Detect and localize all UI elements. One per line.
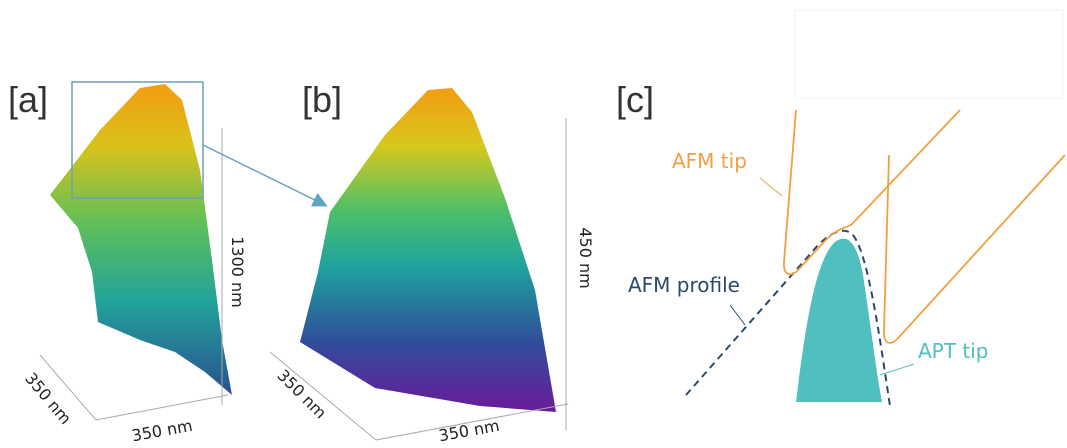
panel-label: [c] (616, 79, 654, 120)
afm-tip (783, 109, 961, 276)
annotation: AFM profile (628, 273, 740, 297)
axis-label: 1300 nm (228, 236, 247, 308)
panel-label: [b] (302, 79, 342, 120)
panel-c: [c] AFM tip AFM profile APT tip (616, 9, 1066, 407)
apt-tip (796, 238, 882, 402)
afm-profile (685, 229, 891, 407)
axis-label: 450 nm (576, 227, 595, 288)
inset-box (794, 9, 1064, 99)
annotation: AFM tip (672, 149, 747, 173)
axis-line (269, 351, 569, 441)
afm-surface (300, 88, 556, 412)
axis-label: 350 nm (437, 416, 501, 445)
panel-label: [a] (8, 79, 48, 120)
leader (759, 177, 783, 197)
zoom-box (71, 81, 204, 199)
leader (879, 363, 915, 376)
annotation: APT tip (918, 339, 988, 363)
afm-surface (50, 84, 232, 395)
panel-a: [a] 1300 nm 350 nm 350 nm (8, 79, 328, 445)
leader (729, 304, 746, 326)
axis-label: 350 nm (130, 416, 194, 445)
panel-b: [b] 450 nm 350 nm 350 nm (269, 79, 595, 445)
axis-line (39, 354, 229, 421)
axis-label: 350 nm (21, 369, 75, 428)
axis-label: 350 nm (273, 366, 330, 423)
afm-tip (883, 154, 1066, 344)
zoom-arrow (202, 144, 328, 207)
